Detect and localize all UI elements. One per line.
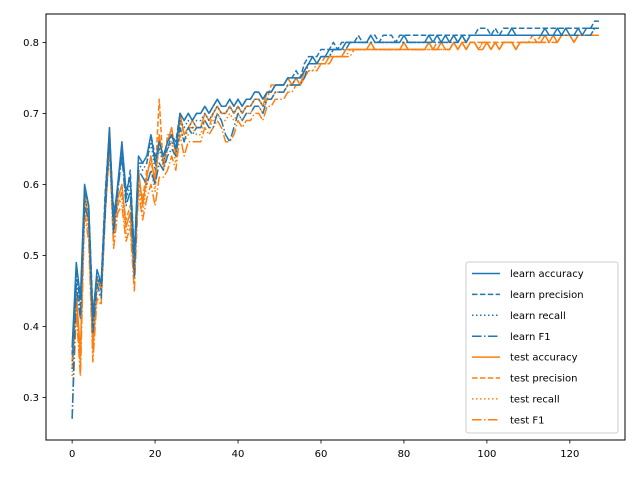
y-tick-label: 0.4: [23, 322, 39, 333]
legend-label: test recall: [510, 395, 560, 406]
ticks-layer: 0 20 40 60 80 100 120 0.3 0.4 0.5 0.6 0.7 0.8: [23, 38, 579, 460]
y-tick-label: 0.5: [23, 251, 39, 262]
y-tick-label: 0.7: [23, 109, 39, 120]
x-tick-label: 80: [398, 449, 411, 460]
legend-box: [465, 261, 619, 434]
x-tick-label: 40: [232, 449, 245, 460]
x-tick-label: 120: [560, 449, 579, 460]
x-tick-label: 20: [149, 449, 162, 460]
y-tick-label: 0.6: [23, 180, 39, 191]
x-tick-label: 60: [315, 449, 328, 460]
legend-label: test F1: [510, 415, 545, 426]
legend-label: learn precision: [510, 290, 584, 301]
series-line-test-accuracy: [71, 34, 599, 362]
legend-label: test precision: [510, 374, 578, 385]
y-tick-label: 0.3: [23, 393, 39, 404]
legend-label: learn accuracy: [510, 269, 584, 280]
legend: learn accuracy learn precision learn recal…: [465, 261, 619, 434]
x-tick-label: 0: [69, 449, 75, 460]
legend-label: test accuracy: [510, 353, 578, 364]
y-tick-label: 0.8: [23, 38, 39, 49]
x-tick-label: 100: [477, 449, 496, 460]
series-layer: [71, 20, 599, 419]
legend-label: learn recall: [510, 311, 566, 322]
series-line-learn-accuracy: [71, 27, 599, 348]
axes-frame: [45, 13, 626, 441]
legend-label: learn F1: [510, 332, 551, 343]
